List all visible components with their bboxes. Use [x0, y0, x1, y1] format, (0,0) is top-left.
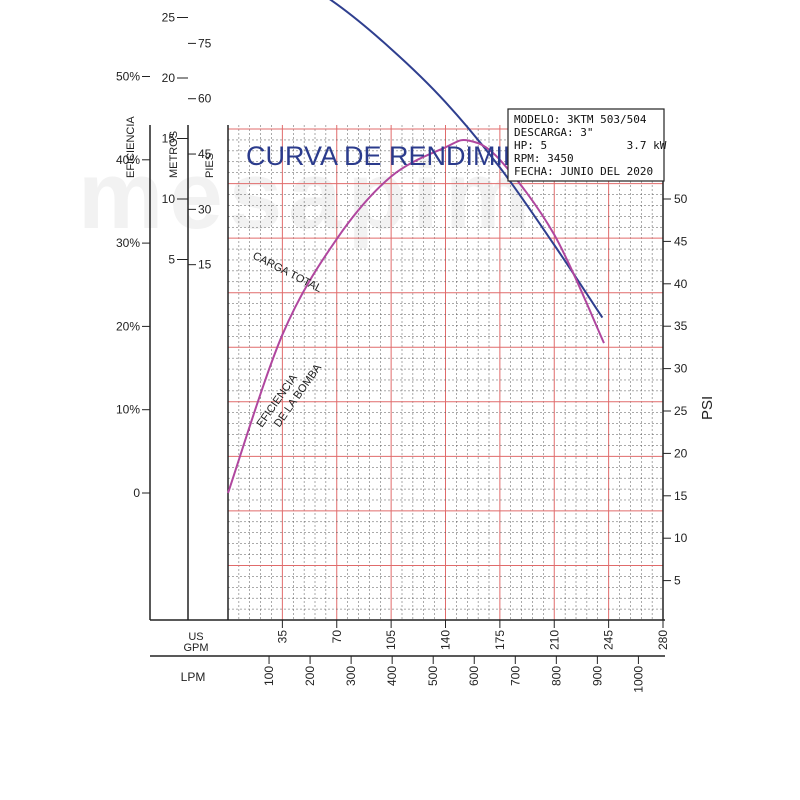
- info-line: FECHA: JUNIO DEL 2020: [514, 165, 653, 178]
- gpm-axis-label: US GPM: [183, 631, 208, 654]
- lpm-tick-label: 800: [549, 666, 563, 686]
- pies-tick-label: 45: [198, 147, 212, 161]
- metros-axis-label: METROS: [168, 131, 180, 178]
- eficiencia-axis-label: EFICIENCIA: [125, 116, 137, 178]
- gpm-tick-label: 140: [439, 630, 453, 650]
- gpm-tick-label: 175: [493, 630, 507, 650]
- eficiencia-label: EFICIENCIA DE LA BOMBA: [255, 362, 325, 430]
- metros-tick-label: 20: [162, 71, 176, 85]
- gpm-tick-label: 280: [656, 630, 670, 650]
- eficiencia-tick-label: 0: [133, 486, 140, 500]
- lpm-tick-label: 600: [467, 666, 481, 686]
- psi-tick-label: 40: [674, 277, 688, 291]
- axis-ticks: 010%20%30%40%50%60%70%510152025303515304…: [116, 0, 688, 693]
- info-line: RPM: 3450: [514, 152, 574, 165]
- carga-total-curve: [329, 0, 604, 319]
- psi-tick-label: 50: [674, 192, 688, 206]
- psi-tick-label: 30: [674, 362, 688, 376]
- gpm-axis-label-part: GPM: [183, 642, 208, 654]
- watermark: mesapim: [78, 142, 536, 249]
- pies-tick-label: 75: [198, 36, 212, 50]
- pies-tick-label: 30: [198, 202, 212, 216]
- eficiencia-tick-label: 10%: [116, 403, 140, 417]
- psi-tick-label: 5: [674, 574, 681, 588]
- lpm-tick-label: 500: [426, 666, 440, 686]
- psi-tick-label: 25: [674, 404, 688, 418]
- lpm-tick-label: 100: [262, 666, 276, 686]
- psi-tick-label: 20: [674, 446, 688, 460]
- lpm-tick-label: 400: [385, 666, 399, 686]
- info-box-frame: [507, 108, 665, 182]
- axis-labels: EFICIENCIA METROS PIES PSI US GPM LPM: [125, 116, 716, 684]
- metros-tick-label: 25: [162, 11, 176, 25]
- info-line: DESCARGA: 3": [514, 126, 593, 139]
- eficiencia-tick-label: 40%: [116, 153, 140, 167]
- pies-tick-label: 15: [198, 258, 212, 272]
- lpm-tick-label: 200: [303, 666, 317, 686]
- lpm-tick-label: 1000: [631, 666, 645, 693]
- psi-tick-label: 35: [674, 319, 688, 333]
- eficiencia-curve: [227, 138, 605, 494]
- carga-total-label: CARGA TOTAL: [251, 250, 324, 295]
- psi-tick-label: 10: [674, 531, 688, 545]
- lpm-tick-label: 900: [590, 666, 604, 686]
- lpm-axis-label: LPM: [181, 670, 206, 684]
- metros-tick-label: 5: [168, 253, 175, 267]
- psi-tick-label: 45: [674, 234, 688, 248]
- gpm-tick-label: 70: [330, 630, 344, 644]
- axis-frame: [149, 125, 665, 657]
- gpm-tick-label: 105: [384, 630, 398, 650]
- eficiencia-tick-label: 20%: [116, 319, 140, 333]
- psi-tick-label: 15: [674, 489, 688, 503]
- pies-axis-label: PIES: [204, 153, 216, 178]
- gpm-tick-label: 35: [275, 630, 289, 644]
- pies-tick-label: 60: [198, 92, 212, 106]
- info-line: HP: 5 3.7 kW: [514, 139, 667, 152]
- metros-tick-label: 15: [162, 132, 176, 146]
- curves: [227, 0, 605, 494]
- lpm-tick-label: 700: [508, 666, 522, 686]
- metros-tick-label: 10: [162, 192, 176, 206]
- lpm-tick-label: 300: [344, 666, 358, 686]
- gpm-tick-label: 210: [547, 630, 561, 650]
- psi-axis-label: PSI: [699, 396, 716, 420]
- gpm-tick-label: 245: [602, 630, 616, 650]
- eficiencia-tick-label: 30%: [116, 236, 140, 250]
- gpm-axis-label-part: US: [188, 631, 203, 643]
- info-line: MODELO: 3KTM 503/504: [514, 113, 647, 126]
- eficiencia-tick-label: 50%: [116, 70, 140, 84]
